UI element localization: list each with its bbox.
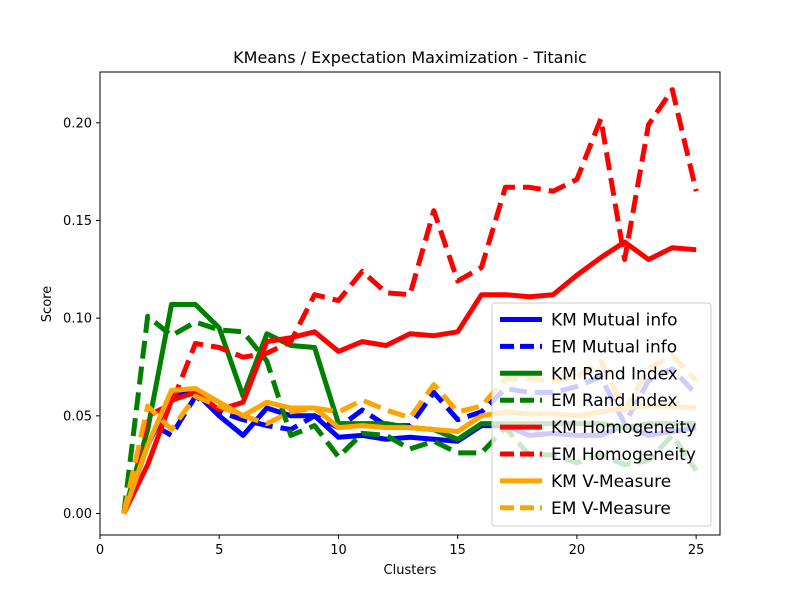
y-tick-label: 0.00 (63, 507, 92, 522)
legend-label-em-v-measure: EM V-Measure (551, 499, 671, 519)
y-axis: 0.00 0.05 0.10 0.15 0.20 (63, 116, 100, 522)
y-tick-label: 0.15 (63, 214, 92, 229)
series-line-em-homogeneity (121, 87, 699, 515)
plot-frame (99, 71, 721, 536)
legend-label-em-homogeneity: EM Homogeneity (551, 445, 696, 465)
legend-box (491, 302, 712, 527)
x-tick-label: 10 (330, 543, 347, 558)
x-axis: 0 5 10 15 20 25 (96, 535, 705, 558)
legend-label-km-mutual-info: KM Mutual info (551, 311, 678, 331)
legend-label-km-rand-index: KM Rand Index (551, 364, 678, 384)
x-tick-label: 20 (569, 543, 586, 558)
chart-title: KMeans / Expectation Maximization - Tita… (233, 48, 587, 67)
legend: KM Mutual info EM Mutual info KM Rand Inde… (491, 302, 712, 527)
y-tick-label: 0.20 (63, 116, 92, 131)
x-tick-label: 5 (215, 543, 223, 558)
x-axis-label: Clusters (384, 563, 437, 578)
legend-label-em-rand-index: EM Rand Index (551, 391, 677, 411)
y-axis-label: Score (40, 286, 55, 322)
x-tick-label: 0 (96, 543, 104, 558)
series-line-km-homogeneity (121, 239, 697, 515)
legend-label-km-homogeneity: KM Homogeneity (551, 418, 696, 438)
y-tick-label: 0.05 (63, 409, 92, 424)
x-tick-label: 15 (449, 543, 466, 558)
legend-label-em-mutual-info: EM Mutual info (551, 337, 677, 357)
x-tick-label: 25 (688, 543, 705, 558)
legend-label-km-v-measure: KM V-Measure (551, 472, 671, 492)
y-tick-label: 0.10 (63, 312, 92, 327)
